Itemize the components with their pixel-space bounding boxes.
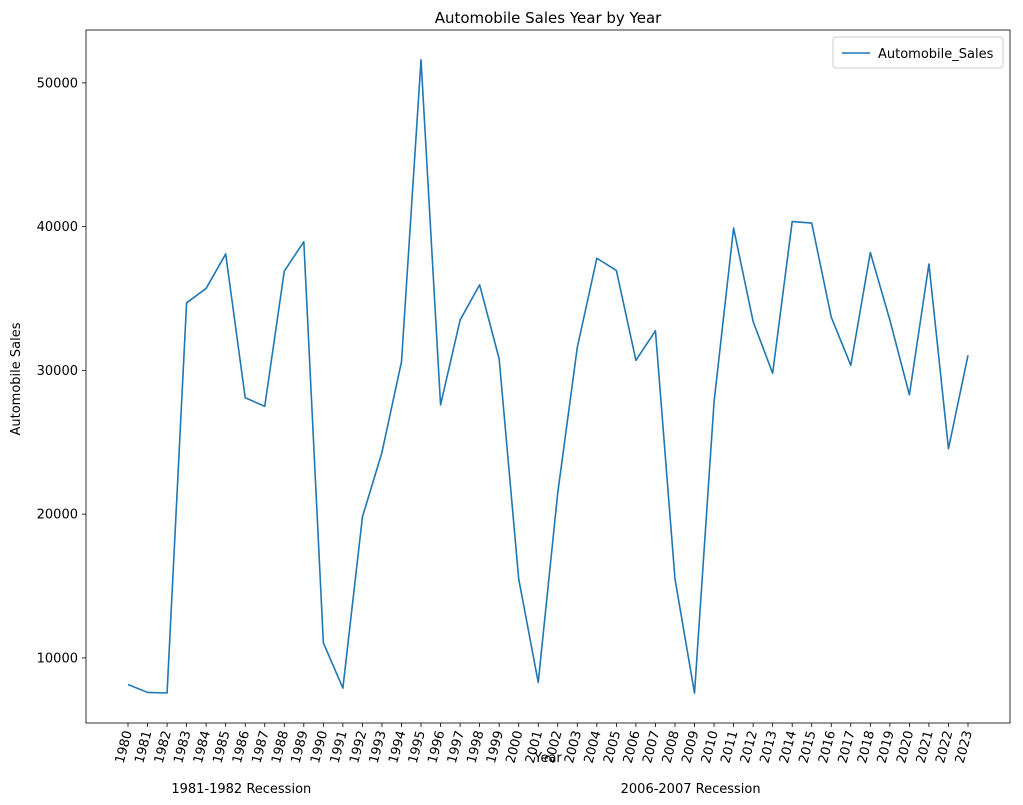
y-tick-label: 50000	[37, 76, 78, 91]
recession-annotation: 2006-2007 Recession	[621, 782, 761, 797]
plot-frame	[85, 29, 1011, 724]
y-tick-label: 10000	[37, 651, 78, 666]
recession-annotation: 1981-1982 Recession	[171, 782, 311, 797]
y-tick-label: 30000	[37, 364, 78, 379]
annotations: 1981-1982 Recession 2006-2007 Recession	[171, 782, 760, 797]
y-axis-label: Automobile Sales	[9, 322, 24, 435]
y-tick-label: 40000	[37, 220, 78, 235]
legend-label: Automobile_Sales	[878, 47, 994, 62]
legend: Automobile_Sales	[832, 36, 1004, 69]
series-line-automobile-sales	[127, 59, 969, 694]
legend-box	[832, 36, 1004, 69]
chart-title: Automobile Sales Year by Year	[435, 9, 662, 27]
x-axis-label: Year	[533, 751, 562, 766]
plot-area: 1980198119821983198419851986198719881989…	[37, 29, 1011, 765]
y-tick-label: 20000	[37, 508, 78, 523]
